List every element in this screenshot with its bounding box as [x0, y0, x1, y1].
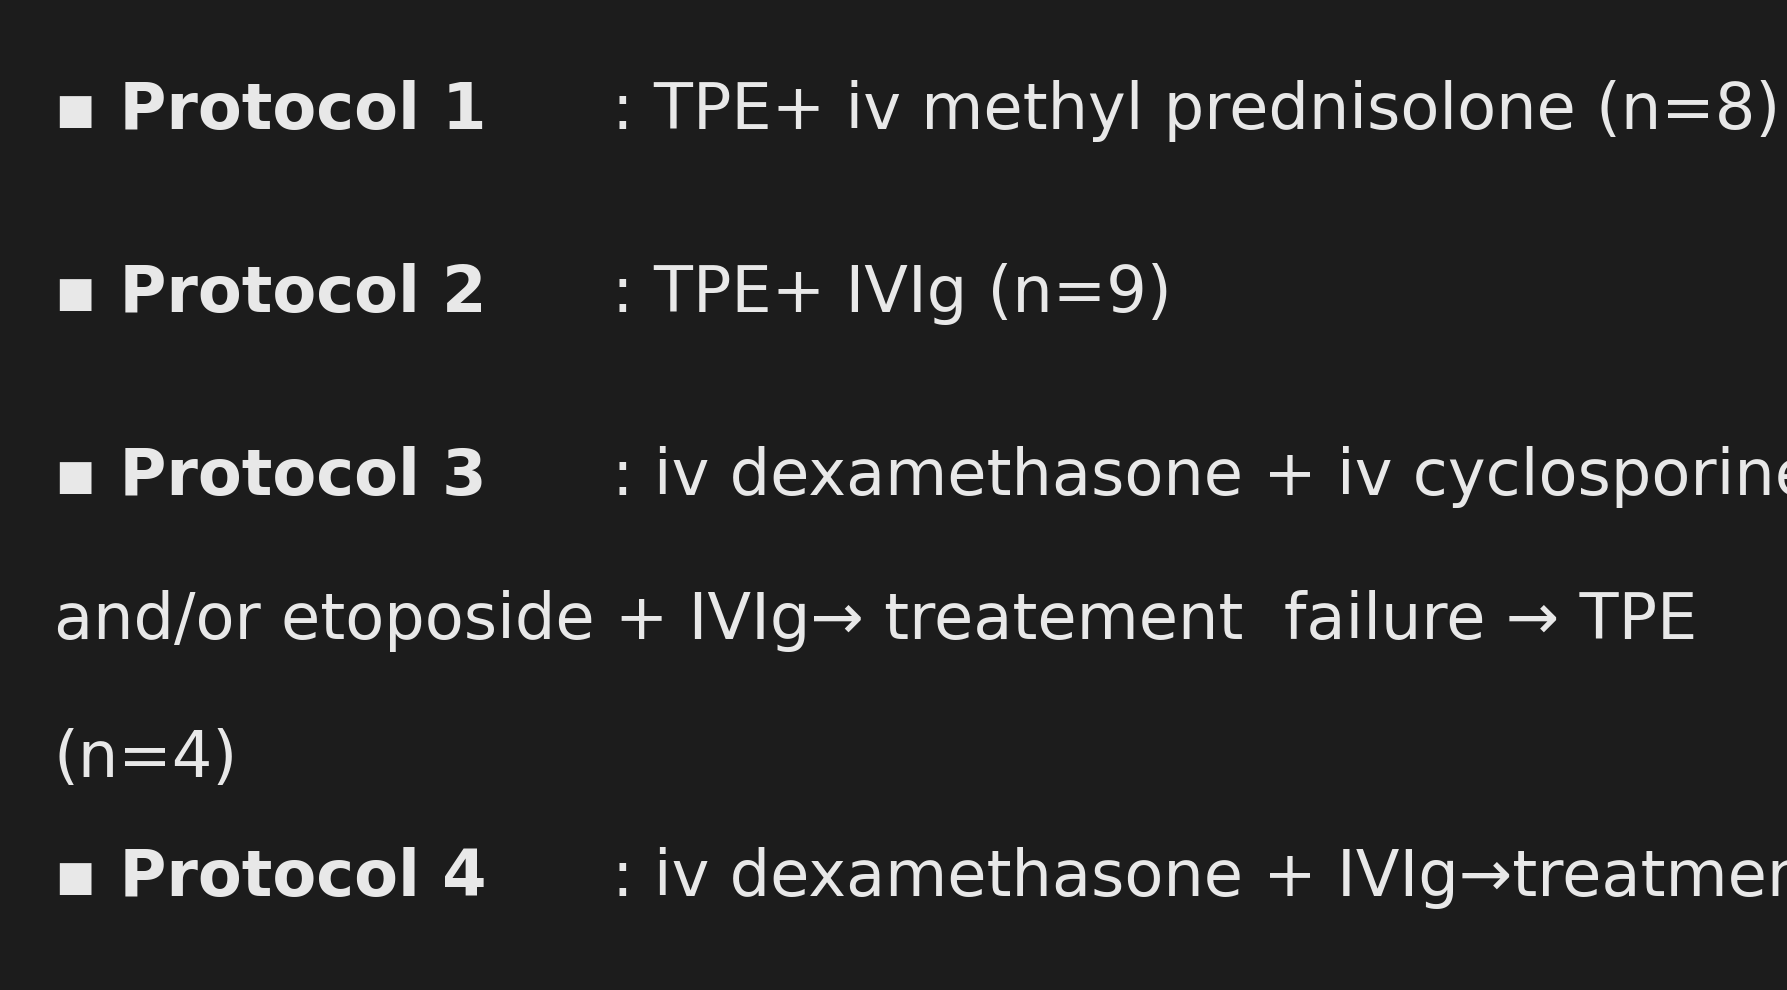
Text: and/or etoposide + IVIg→ treatement  failure → TPE: and/or etoposide + IVIg→ treatement fail… [54, 590, 1698, 651]
Text: : TPE+ iv methyl prednisolone (n=8): : TPE+ iv methyl prednisolone (n=8) [611, 80, 1780, 142]
Text: ▪ Protocol 3: ▪ Protocol 3 [54, 446, 486, 508]
Text: (n=4): (n=4) [54, 729, 238, 790]
Text: : iv dexamethasone + iv cyclosporine: : iv dexamethasone + iv cyclosporine [611, 446, 1787, 508]
Text: : TPE+ IVIg (n=9): : TPE+ IVIg (n=9) [611, 263, 1172, 325]
Text: : iv dexamethasone + IVIg→treatment: : iv dexamethasone + IVIg→treatment [611, 847, 1787, 909]
Text: ▪ Protocol 2: ▪ Protocol 2 [54, 263, 486, 325]
Text: ▪ Protocol 4: ▪ Protocol 4 [54, 847, 486, 909]
Text: ▪ Protocol 1: ▪ Protocol 1 [54, 80, 486, 142]
